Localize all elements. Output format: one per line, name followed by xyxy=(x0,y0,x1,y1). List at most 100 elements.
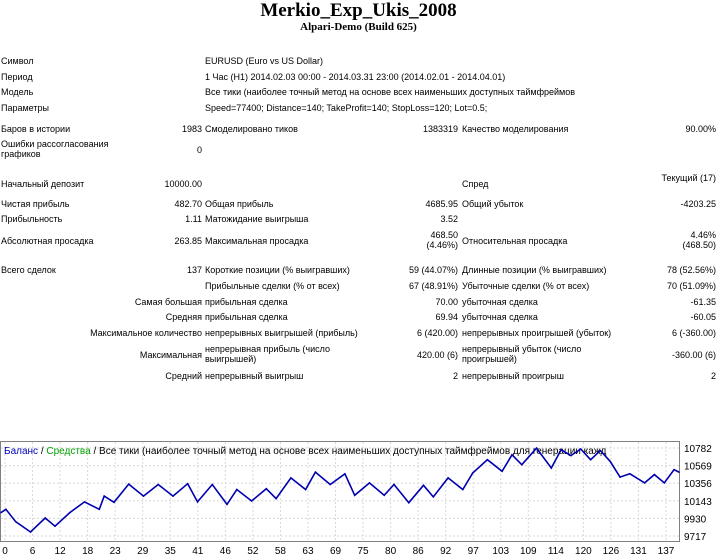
largest-profit-value: 70.00 xyxy=(435,297,458,307)
x-tick-label: 58 xyxy=(275,546,287,557)
balance-point xyxy=(275,497,277,500)
y-tick-label: 9717 xyxy=(684,532,707,543)
short-positions-value: 59 (44.07%) xyxy=(408,265,458,275)
expected-payoff-label: Матожидание выигрыша xyxy=(205,214,309,224)
balance-point xyxy=(462,488,464,491)
x-tick-label: 6 xyxy=(30,546,36,557)
x-tick-label: 109 xyxy=(520,546,537,557)
deposit-value: 10000.00 xyxy=(164,179,202,189)
balance-point xyxy=(619,476,621,478)
gross-loss-label: Общий убыток xyxy=(462,199,524,209)
max-consec-losses-label: непрерывных проигрышей (убыток) xyxy=(462,328,612,338)
expected-payoff-value: 3.52 xyxy=(440,214,458,224)
x-tick-label: 103 xyxy=(492,546,509,557)
x-tick-label: 86 xyxy=(413,546,425,557)
spread-value: Текущий (17) xyxy=(661,173,716,183)
x-tick-label: 120 xyxy=(575,546,592,557)
balance-point xyxy=(368,482,371,484)
x-tick-label: 29 xyxy=(137,546,149,557)
spread-label: Спред xyxy=(462,179,489,189)
x-tick-label: 69 xyxy=(330,546,342,557)
symbol-label: Символ xyxy=(1,56,34,66)
avg-label: Средний xyxy=(165,371,202,381)
x-tick-label: 92 xyxy=(440,546,452,557)
x-tick-label: 131 xyxy=(630,546,647,557)
balance-point xyxy=(501,470,503,473)
legend-separator: / xyxy=(91,446,99,457)
balance-point xyxy=(579,448,582,450)
max-consec-profit-value: 420.00 (6) xyxy=(416,350,458,360)
quality-label: Качество моделирования xyxy=(462,124,569,134)
chart-legend: Баланс / Средства / Все тики (наиболее т… xyxy=(4,445,607,457)
balance-point xyxy=(653,473,656,476)
net-profit-label: Чистая прибыль xyxy=(1,199,70,209)
quality-value: 90.00% xyxy=(685,124,716,134)
max-consec-wins-value: 6 (420.00) xyxy=(416,328,458,338)
average-loss-label: убыточная сделка xyxy=(462,312,538,322)
max-consec-loss-label: непрерывный убыток (число проигрышей) xyxy=(462,344,582,364)
x-tick-label: 137 xyxy=(658,546,675,557)
x-tick-label: 63 xyxy=(302,546,314,557)
balance-point xyxy=(142,495,145,497)
bars-label: Баров в истории xyxy=(1,124,71,134)
legend-separator: / xyxy=(38,446,46,457)
y-tick-label: 10569 xyxy=(684,462,712,473)
y-tick-label: 9930 xyxy=(684,514,707,525)
balance-point xyxy=(471,472,474,474)
total-trades-label: Всего сделок xyxy=(1,265,56,275)
balance-chart: Баланс / Средства / Все тики (наиболее т… xyxy=(0,441,712,557)
avg-consec-wins-value: 2 xyxy=(452,371,458,381)
avg-consec-wins-label: непрерывный выигрыш xyxy=(205,371,304,381)
balance-point xyxy=(678,471,680,473)
largest-loss-value: -61.35 xyxy=(690,297,716,307)
balance-point xyxy=(236,488,238,491)
balance-point xyxy=(353,494,356,497)
x-tick-label: 35 xyxy=(165,546,177,557)
x-tick-label: 23 xyxy=(110,546,122,557)
x-tick-label: 0 xyxy=(2,546,8,557)
balance-point xyxy=(570,454,572,457)
max-drawdown-label: Максимальная просадка xyxy=(205,236,309,246)
balance-point xyxy=(329,483,331,486)
ticks-value: 1383319 xyxy=(422,124,458,134)
x-tick-label: 41 xyxy=(192,546,204,557)
balance-point xyxy=(589,458,592,461)
avg-consec-losses-label: непрерывный проигрыш xyxy=(462,371,564,381)
y-tick-label: 10356 xyxy=(684,479,712,490)
y-axis-ticks: 10782 10569 10356 10143 9930 9717 xyxy=(684,444,712,543)
max-count-label: Максимальное количество xyxy=(90,328,202,338)
balance-point xyxy=(157,483,160,486)
gross-profit-value: 4685.95 xyxy=(425,199,458,209)
balance-point xyxy=(432,496,435,498)
y-tick-label: 10782 xyxy=(684,444,712,455)
max-consec-wins-label: непрерывных выигрышей (прибыль) xyxy=(205,328,358,338)
max-drawdown-value: 468.50 (4.46%) xyxy=(426,230,458,250)
balance-point xyxy=(447,477,449,479)
profit-factor-value: 1.11 xyxy=(185,214,202,224)
balance-point xyxy=(0,511,2,514)
balance-point xyxy=(609,460,612,463)
x-tick-label: 126 xyxy=(603,546,620,557)
balance-point xyxy=(68,511,71,514)
balance-point xyxy=(196,501,199,503)
x-tick-label: 18 xyxy=(82,546,94,557)
balance-point xyxy=(550,467,553,469)
balance-point xyxy=(422,484,425,487)
balance-point xyxy=(186,482,189,485)
balance-point xyxy=(304,488,307,491)
avg-consec-losses-value: 2 xyxy=(710,371,716,381)
max-consec-profit-label: непрерывная прибыль (число выигрышей) xyxy=(205,344,331,364)
net-profit-value: 482.70 xyxy=(174,199,202,209)
balance-point xyxy=(83,501,86,503)
balance-point xyxy=(211,483,214,486)
balance-point xyxy=(599,449,602,452)
x-tick-label: 114 xyxy=(548,546,564,557)
errors-label: Ошибки рассогласования графиков xyxy=(1,139,109,159)
max-consec-loss-value: -360.00 (6) xyxy=(671,350,716,360)
balance-point xyxy=(44,517,47,519)
balance-point xyxy=(629,472,631,475)
balance-point xyxy=(250,500,253,502)
long-positions-value: 78 (52.56%) xyxy=(666,265,716,275)
rel-drawdown-value: 4.46% (468.50) xyxy=(682,230,716,250)
balance-point xyxy=(314,471,317,473)
